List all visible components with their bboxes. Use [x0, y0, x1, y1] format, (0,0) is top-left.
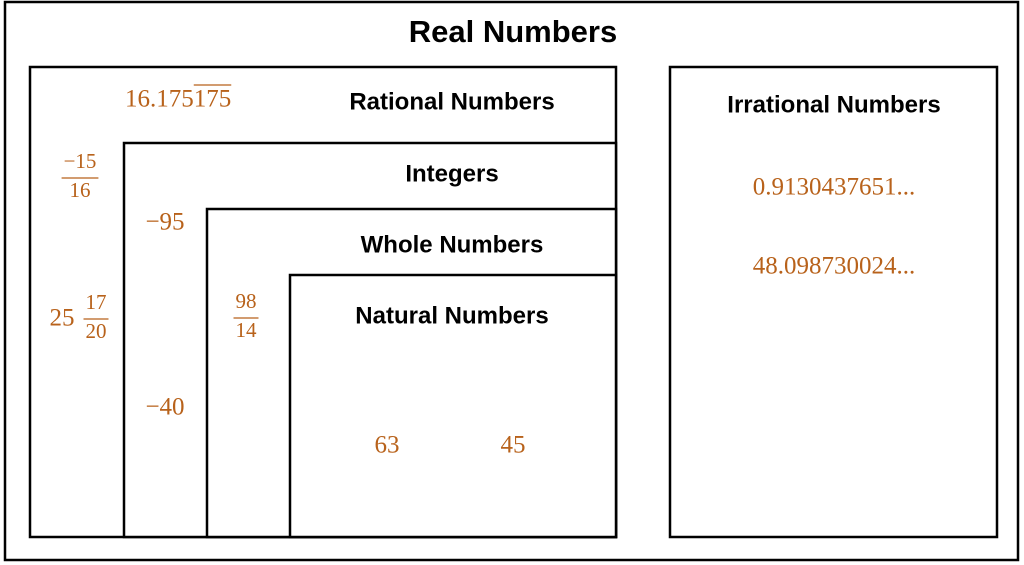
number: 48.098730024...: [753, 253, 916, 280]
number: −95: [145, 209, 184, 236]
set-label: Whole Numbers: [361, 231, 544, 258]
decimal: 16.175: [125, 86, 194, 113]
irrational-box: [668, 65, 999, 539]
mixed-whole: 25: [50, 305, 75, 332]
set-label: Rational Numbers: [349, 88, 554, 115]
repeating-digits: 175: [194, 86, 232, 113]
numerator: −15: [64, 149, 97, 173]
denominator: 14: [236, 318, 258, 342]
number: 0.9130437651...: [753, 174, 916, 201]
number: 63: [375, 432, 400, 459]
number: −40: [145, 394, 184, 421]
number: 45: [501, 432, 526, 459]
denominator: 20: [86, 319, 107, 343]
set-label: Integers: [405, 160, 498, 187]
set-label: Natural Numbers: [355, 302, 548, 329]
title: Real Numbers: [409, 14, 617, 49]
numerator: 17: [86, 290, 107, 314]
denominator: 16: [70, 178, 91, 202]
numerator: 98: [236, 289, 257, 313]
natural-box: [288, 273, 618, 539]
set-label: Irrational Numbers: [727, 91, 940, 118]
